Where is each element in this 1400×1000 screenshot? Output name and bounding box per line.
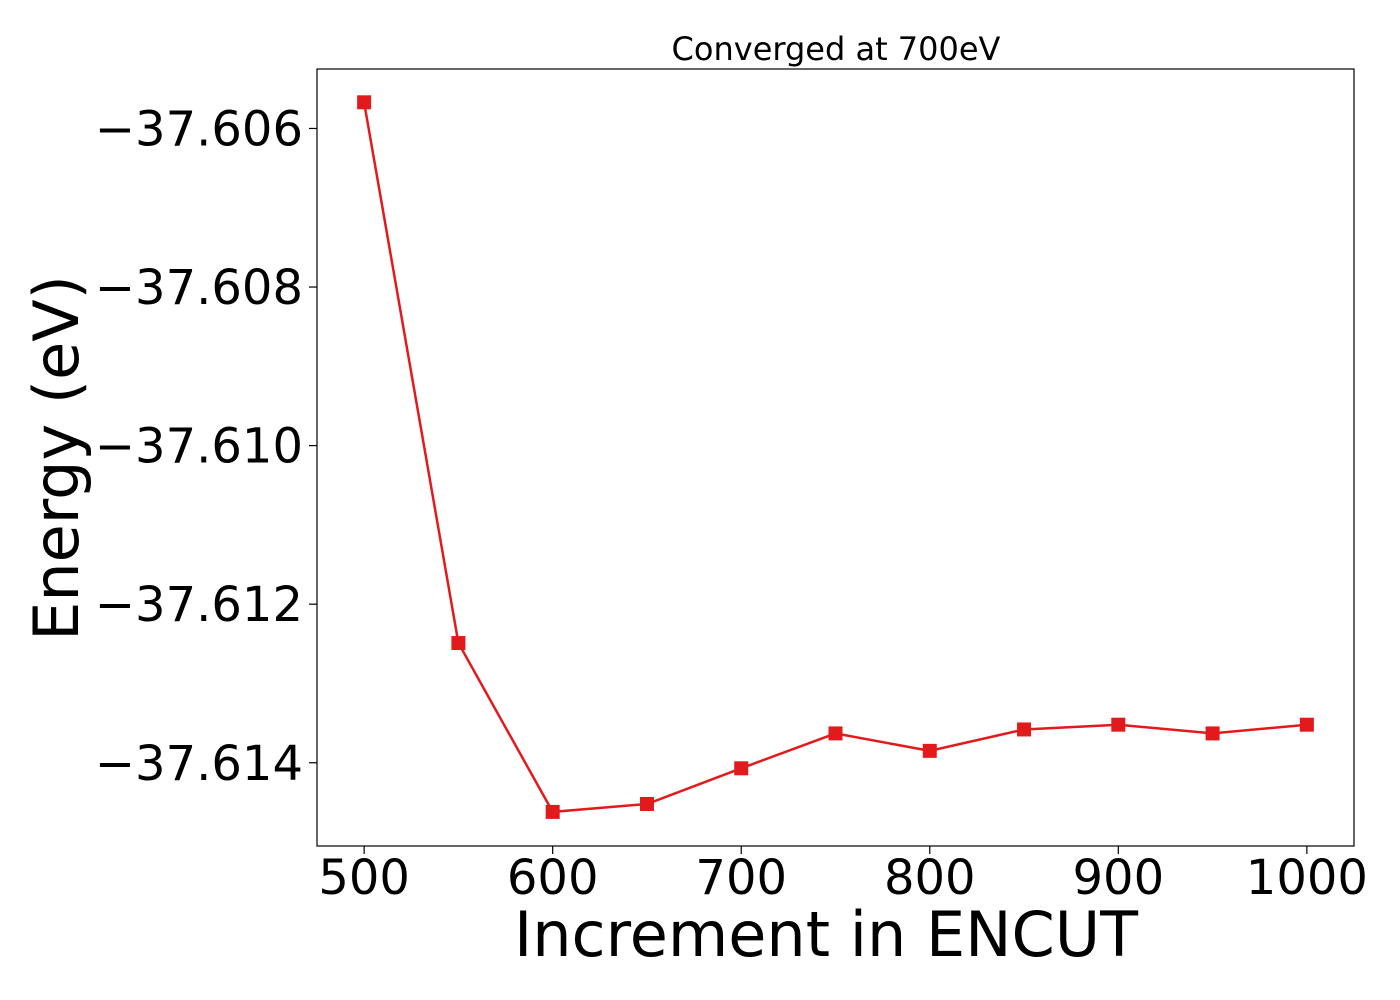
y-tick-label: −37.614 [95, 736, 303, 792]
series-line [362, 102, 1308, 814]
y-tick-label: −37.608 [95, 260, 303, 316]
data-point [357, 95, 372, 110]
chart-title: Converged at 700eV [672, 30, 1001, 68]
x-tick-label: 800 [884, 850, 976, 906]
y-tick-label: −37.612 [95, 577, 303, 633]
data-point [639, 796, 654, 811]
data-point [451, 636, 466, 651]
x-tick-label: 700 [695, 850, 787, 906]
x-tick-label: 600 [507, 850, 599, 906]
series-layer [357, 95, 1314, 819]
y-axis: −37.614 −37.612 −37.610 −37.608 −37.606 [95, 101, 317, 792]
data-point [922, 743, 937, 758]
x-axis-label: Increment in ENCUT [514, 898, 1139, 971]
y-tick-label: −37.610 [95, 419, 303, 475]
data-point [1111, 717, 1126, 732]
data-point [1017, 722, 1032, 737]
plot-area [316, 68, 1355, 847]
x-tick-label: 900 [1073, 850, 1165, 906]
data-point [545, 804, 560, 819]
data-point [828, 726, 843, 741]
x-tick-label: 500 [318, 850, 410, 906]
y-axis-label: Energy (eV) [20, 275, 93, 641]
x-axis: 500 600 700 800 900 1000 [318, 846, 1368, 906]
data-point [1299, 717, 1314, 732]
data-point [1205, 726, 1220, 741]
x-tick-label: 1000 [1246, 850, 1368, 906]
y-tick-label: −37.606 [95, 101, 303, 157]
data-point [734, 761, 749, 776]
